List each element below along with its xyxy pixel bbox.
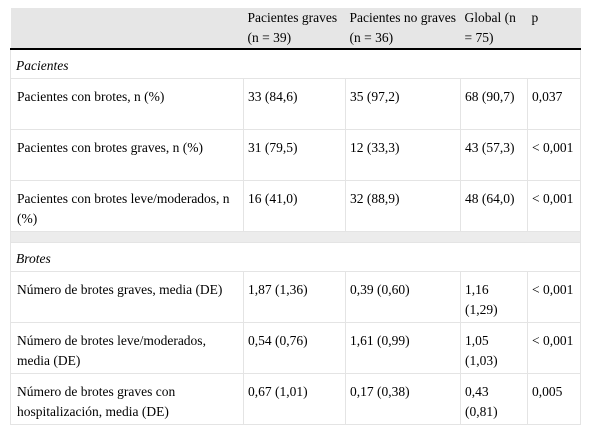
table-cell: < 0,001	[527, 180, 581, 232]
section-row: Brotes	[10, 242, 581, 272]
table-row: Pacientes con brotes, n (%) 33 (84,6) 35 (…	[10, 78, 581, 130]
table-cell: < 0,001	[527, 322, 581, 374]
table-row: Número de brotes graves con hospitalizac…	[10, 373, 581, 425]
table-cell: 48 (64,0)	[460, 180, 528, 232]
spacer-row	[10, 231, 581, 243]
row-label: Pacientes con brotes leve/moderados, n (…	[10, 180, 244, 232]
table-cell: 1,61 (0,99)	[345, 322, 461, 374]
row-label: Pacientes con brotes, n (%)	[10, 78, 244, 130]
header-cell: p	[527, 8, 581, 50]
table-cell: 68 (90,7)	[460, 78, 528, 130]
data-table: Pacientes graves (n = 39) Pacientes no gr…	[10, 8, 581, 425]
section-title: Brotes	[10, 242, 581, 272]
table-header: Pacientes graves (n = 39) Pacientes no gr…	[10, 8, 581, 50]
header-cell: Global (n = 75)	[460, 8, 528, 50]
table-cell: 1,87 (1,36)	[243, 271, 346, 323]
row-label: Número de brotes graves, media (DE)	[10, 271, 244, 323]
table-cell: 0,67 (1,01)	[243, 373, 346, 425]
table-row: Pacientes con brotes leve/moderados, n (…	[10, 180, 581, 232]
table-cell: 31 (79,5)	[243, 129, 346, 181]
spacer-cell	[10, 231, 581, 243]
table-cell: 0,39 (0,60)	[345, 271, 461, 323]
header-cell	[10, 8, 244, 50]
row-label: Pacientes con brotes graves, n (%)	[10, 129, 244, 181]
table-cell: 33 (84,6)	[243, 78, 346, 130]
table-body: Pacientes Pacientes con brotes, n (%) 33 (…	[10, 48, 581, 425]
table-cell: 1,16 (1,29)	[460, 271, 528, 323]
table-row: Pacientes con brotes graves, n (%) 31 (79…	[10, 129, 581, 181]
table-row: Número de brotes leve/moderados, media (…	[10, 322, 581, 374]
table-row: Número de brotes graves, media (DE) 1,87 …	[10, 271, 581, 323]
table-cell: 0,43 (0,81)	[460, 373, 528, 425]
row-label: Número de brotes leve/moderados, media (…	[10, 322, 244, 374]
table-cell: 35 (97,2)	[345, 78, 461, 130]
table-cell: 43 (57,3)	[460, 129, 528, 181]
table-cell: < 0,001	[527, 271, 581, 323]
table-cell: 12 (33,3)	[345, 129, 461, 181]
table-cell: < 0,001	[527, 129, 581, 181]
row-label: Número de brotes graves con hospitalizac…	[10, 373, 244, 425]
table-cell: 0,54 (0,76)	[243, 322, 346, 374]
header-cell: Pacientes no graves (n = 36)	[345, 8, 461, 50]
header-row: Pacientes graves (n = 39) Pacientes no gr…	[10, 8, 581, 50]
table-cell: 1,05 (1,03)	[460, 322, 528, 374]
header-cell: Pacientes graves (n = 39)	[243, 8, 346, 50]
table-cell: 0,005	[527, 373, 581, 425]
table-cell: 0,037	[527, 78, 581, 130]
table-cell: 16 (41,0)	[243, 180, 346, 232]
table-cell: 0,17 (0,38)	[345, 373, 461, 425]
section-title: Pacientes	[10, 48, 581, 79]
table-cell: 32 (88,9)	[345, 180, 461, 232]
section-row: Pacientes	[10, 48, 581, 79]
